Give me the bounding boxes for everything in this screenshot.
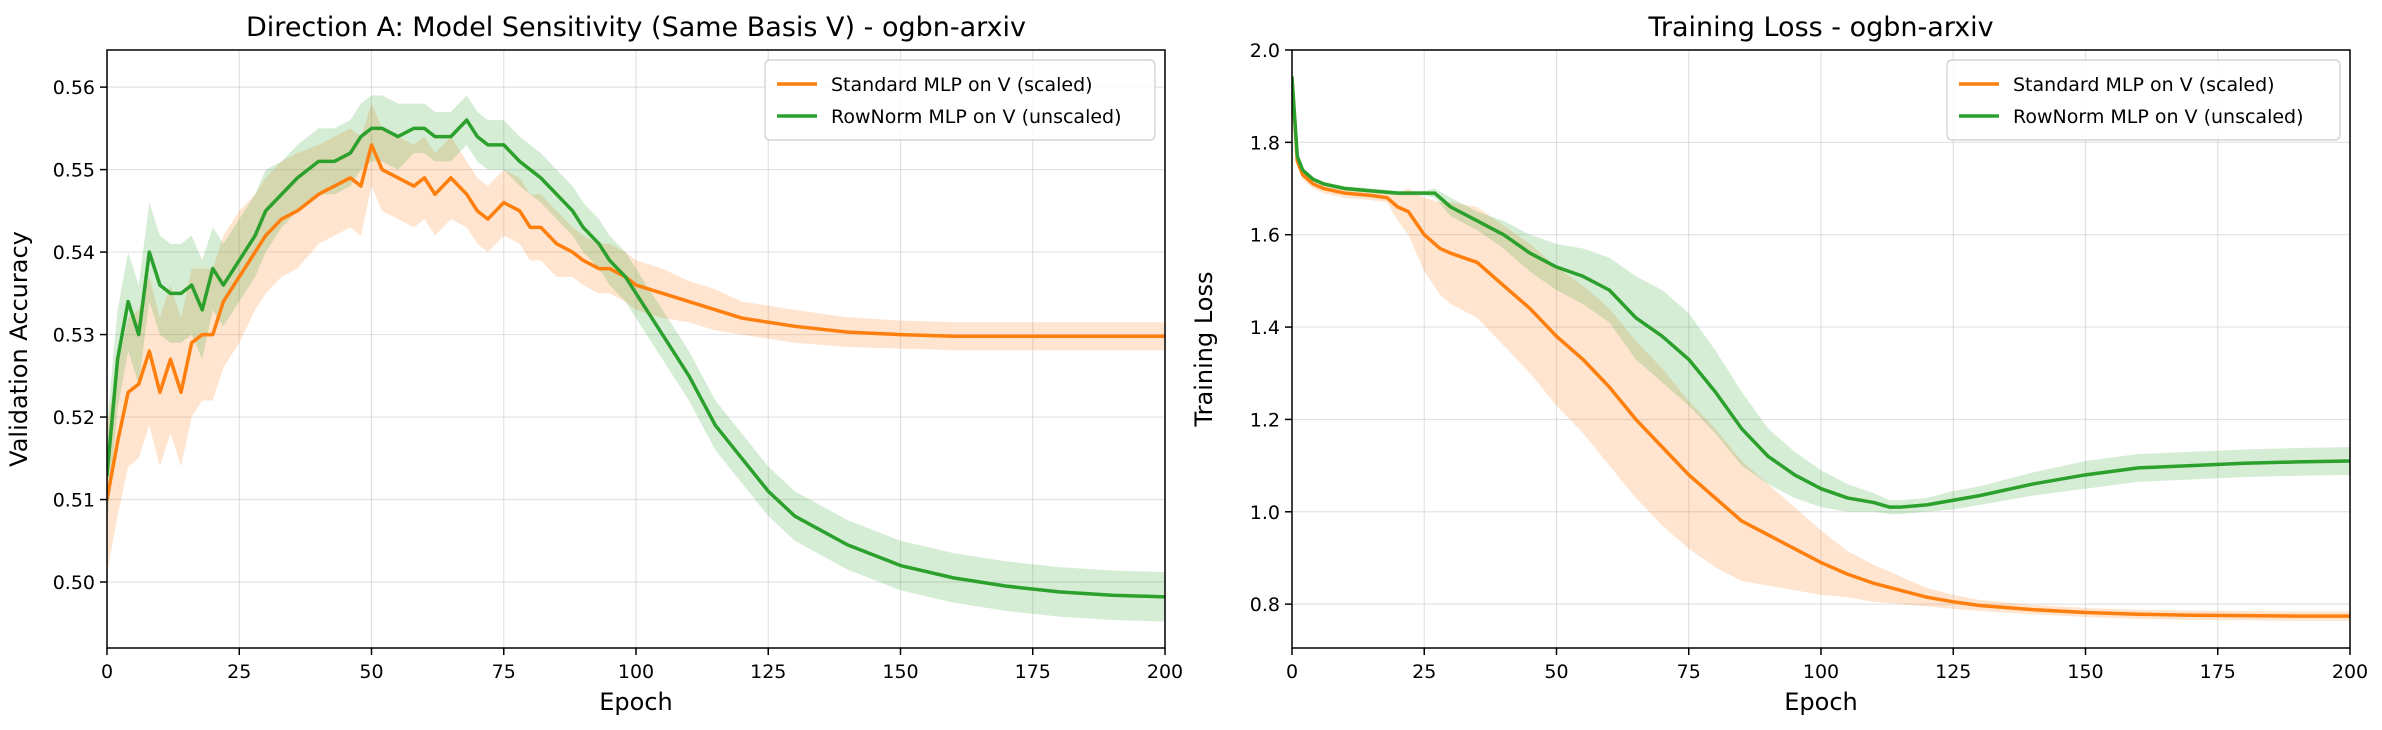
series-line-1 xyxy=(107,118,1165,599)
legend-label-1: RowNorm MLP on V (unscaled) xyxy=(2013,106,2304,128)
x-tick-label: 75 xyxy=(492,661,516,683)
x-tick-label: 125 xyxy=(750,661,786,683)
legend-box xyxy=(1946,59,2341,141)
y-tick-label: 0.53 xyxy=(53,325,95,347)
x-tick-label: 200 xyxy=(2332,661,2368,683)
x-axis-label: Epoch xyxy=(1784,688,1858,716)
legend: Standard MLP on V (scaled) RowNorm MLP on… xyxy=(764,59,1156,141)
series-line-1 xyxy=(1292,75,2350,509)
legend-label-0: Standard MLP on V (scaled) xyxy=(831,74,1093,96)
plot-area xyxy=(1292,75,2350,621)
x-tick-label: 0 xyxy=(101,661,113,683)
y-tick-label: 0.52 xyxy=(53,407,95,429)
y-tick-label: 1.2 xyxy=(1250,409,1280,431)
x-tick-label: 100 xyxy=(618,661,654,683)
y-axis-label: Validation Accuracy xyxy=(5,231,33,467)
chart-validation-accuracy: 0 25 50 75 100 125 150 175 200 0.50 0.51 0.52 0.53 0.… xyxy=(5,12,1183,716)
series-line-0 xyxy=(1292,75,2350,618)
y-tick-label: 0.50 xyxy=(53,572,95,594)
x-tick-label: 125 xyxy=(1935,661,1971,683)
y-tick-label: 1.0 xyxy=(1250,502,1280,524)
chart-title: Training Loss - ogbn-arxiv xyxy=(1647,12,1993,43)
x-tick-label: 0 xyxy=(1286,661,1298,683)
x-tick-label: 175 xyxy=(2200,661,2236,683)
y-tick-label: 1.6 xyxy=(1250,225,1280,247)
x-tick-label: 25 xyxy=(1412,661,1436,683)
x-tick-label: 150 xyxy=(2067,661,2103,683)
y-tick-label: 2.0 xyxy=(1250,40,1280,62)
y-tick-label: 0.56 xyxy=(53,77,95,99)
y-tick-label: 1.8 xyxy=(1250,132,1280,154)
y-tick-label: 0.55 xyxy=(53,160,95,182)
y-tick-label: 0.8 xyxy=(1250,594,1280,616)
x-tick-label: 200 xyxy=(1147,661,1183,683)
legend-box xyxy=(764,59,1156,141)
x-tick-label: 100 xyxy=(1803,661,1839,683)
legend-label-0: Standard MLP on V (scaled) xyxy=(2013,74,2275,96)
series-line-0 xyxy=(107,143,1165,502)
legend-label-1: RowNorm MLP on V (unscaled) xyxy=(831,106,1122,128)
plot-area xyxy=(107,95,1165,622)
series-band-1 xyxy=(107,95,1165,622)
chart-training-loss: 0 25 50 75 100 125 150 175 200 0.8 1.0 1.2 1.4 1.6 1.8… xyxy=(1190,12,2368,716)
x-tick-label: 50 xyxy=(1544,661,1568,683)
series-band-0 xyxy=(107,103,1165,574)
x-tick-label: 25 xyxy=(227,661,251,683)
x-tick-label: 175 xyxy=(1015,661,1051,683)
chart-title: Direction A: Model Sensitivity (Same Bas… xyxy=(246,12,1026,43)
y-tick-label: 1.4 xyxy=(1250,317,1280,339)
series-band-1 xyxy=(1292,77,2350,515)
y-tick-label: 0.51 xyxy=(53,490,95,512)
legend: Standard MLP on V (scaled) RowNorm MLP on… xyxy=(1946,59,2341,141)
y-tick-label: 0.54 xyxy=(53,242,95,264)
y-axis-label: Training Loss xyxy=(1190,272,1218,428)
x-tick-label: 75 xyxy=(1677,661,1701,683)
x-tick-label: 50 xyxy=(359,661,383,683)
x-axis-label: Epoch xyxy=(599,688,673,716)
x-tick-label: 150 xyxy=(882,661,918,683)
